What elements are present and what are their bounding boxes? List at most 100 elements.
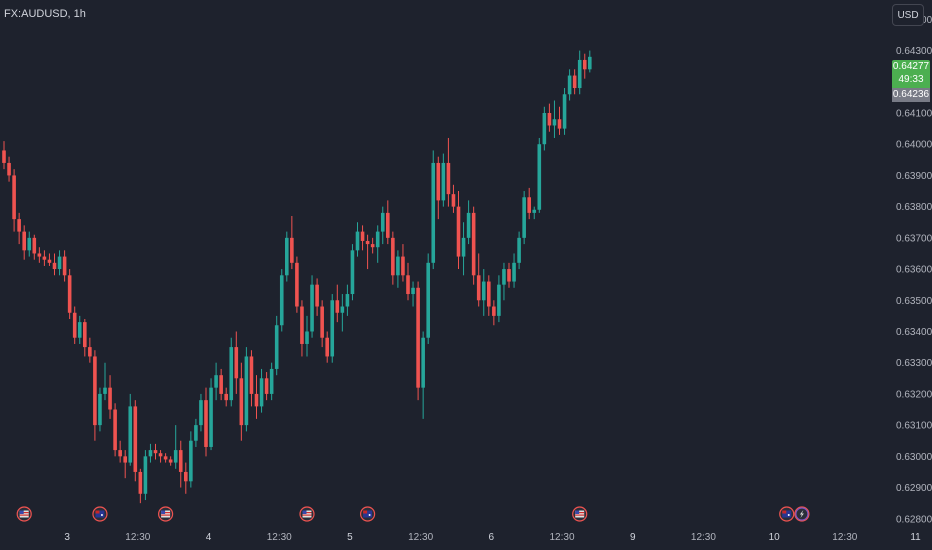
x-tick-label: 12:30 — [691, 532, 716, 543]
candle-body — [365, 240, 370, 245]
au-flag-icon[interactable] — [779, 506, 795, 522]
candle-body — [143, 456, 148, 494]
candle-body — [441, 162, 446, 201]
candle-body — [421, 337, 425, 388]
candle-body — [547, 113, 552, 126]
candle-body — [497, 284, 501, 316]
candle-body — [2, 150, 6, 163]
candle-body — [572, 75, 577, 89]
x-tick-label: 12:30 — [550, 532, 575, 543]
candle-body — [320, 306, 324, 338]
candle-body — [360, 231, 365, 241]
candle-body — [300, 306, 304, 344]
candle-body — [295, 262, 299, 307]
candle-body — [290, 237, 294, 263]
candle-body — [345, 294, 350, 307]
candle-body — [163, 456, 168, 460]
candle-body — [113, 409, 117, 451]
candle-body — [133, 406, 138, 472]
candle-body — [93, 356, 97, 426]
y-tick-label: 0.63900 — [896, 171, 932, 182]
candle-body — [391, 237, 395, 276]
candle-body — [138, 471, 143, 494]
au-flag-icon[interactable] — [92, 506, 108, 522]
candle-body — [476, 275, 481, 301]
candle-body — [123, 456, 127, 463]
candle-body — [67, 275, 72, 313]
price-axis[interactable]: 0.644000.643000.641000.640000.639000.638… — [896, 15, 932, 525]
candle-body — [12, 175, 16, 220]
candle-body — [219, 375, 223, 394]
candle-body — [42, 256, 47, 260]
candle-body — [224, 393, 228, 401]
candle-body — [168, 459, 173, 463]
candle-body — [401, 256, 405, 276]
events-layer — [16, 506, 810, 522]
y-tick-label: 0.63400 — [896, 327, 932, 338]
candle-body — [52, 262, 57, 270]
candle-body — [239, 378, 244, 426]
y-tick-label: 0.62800 — [896, 514, 932, 525]
candle-body — [355, 231, 360, 251]
candle-body — [582, 59, 587, 70]
us-flag-icon[interactable] — [158, 506, 174, 522]
candle-body — [128, 406, 133, 463]
candle-body — [502, 269, 506, 285]
x-tick-label: 5 — [347, 532, 353, 543]
us-flag-icon[interactable] — [16, 506, 32, 522]
y-tick-label: 0.63300 — [896, 358, 932, 369]
candle-body — [416, 287, 420, 388]
x-tick-label: 11 — [910, 532, 921, 543]
candle-body — [330, 300, 335, 357]
us-flag-icon[interactable] — [299, 506, 315, 522]
candle-body — [72, 312, 77, 338]
candle-body — [315, 284, 319, 307]
candle-body — [305, 331, 309, 344]
us-flag-icon[interactable] — [572, 506, 588, 522]
candle-body — [274, 325, 279, 369]
candle-body — [517, 237, 521, 263]
candle-body — [350, 250, 355, 295]
au-flag-icon[interactable] — [360, 506, 376, 522]
candle-body — [194, 425, 198, 441]
y-tick-label: 0.63600 — [896, 265, 932, 276]
candle-body — [77, 322, 82, 338]
y-tick-label: 0.64300 — [896, 46, 932, 57]
candle-body — [244, 356, 249, 426]
candle-body — [537, 144, 542, 210]
candle-body — [325, 337, 329, 357]
candle-body — [380, 212, 385, 232]
candle-body — [184, 471, 188, 482]
candle-body — [471, 212, 476, 276]
candle-body — [178, 450, 183, 472]
candle-body — [7, 162, 11, 176]
last-price-tag: 0.64277 49:33 — [892, 60, 930, 88]
y-tick-label: 0.64100 — [896, 109, 932, 120]
candle-body — [264, 378, 269, 394]
candle-body — [259, 378, 264, 407]
candle-body — [370, 244, 375, 248]
candle-body — [153, 450, 158, 454]
candle-body — [209, 387, 213, 447]
candle-body — [189, 440, 193, 482]
candle-body — [466, 212, 471, 238]
currency-button[interactable]: USD — [892, 4, 924, 26]
candle-body — [88, 347, 92, 357]
lightning-icon[interactable] — [794, 506, 810, 522]
candle-body — [214, 375, 218, 388]
candle-body — [229, 347, 234, 401]
prev-price-tag: 0.64236 — [892, 88, 930, 102]
candle-body — [456, 206, 461, 257]
candle-body — [375, 231, 380, 248]
candle-body — [249, 356, 254, 394]
candle-body — [22, 231, 26, 251]
candle-body — [83, 322, 87, 348]
symbol-title[interactable]: FX:AUDUSD, 1h — [4, 8, 86, 20]
candle-body — [577, 59, 582, 89]
candle-body — [103, 387, 107, 394]
candle-body — [527, 197, 531, 213]
time-axis[interactable]: 312:30412:30512:30612:30912:301012:30111… — [64, 532, 932, 543]
candle-body — [148, 450, 153, 457]
